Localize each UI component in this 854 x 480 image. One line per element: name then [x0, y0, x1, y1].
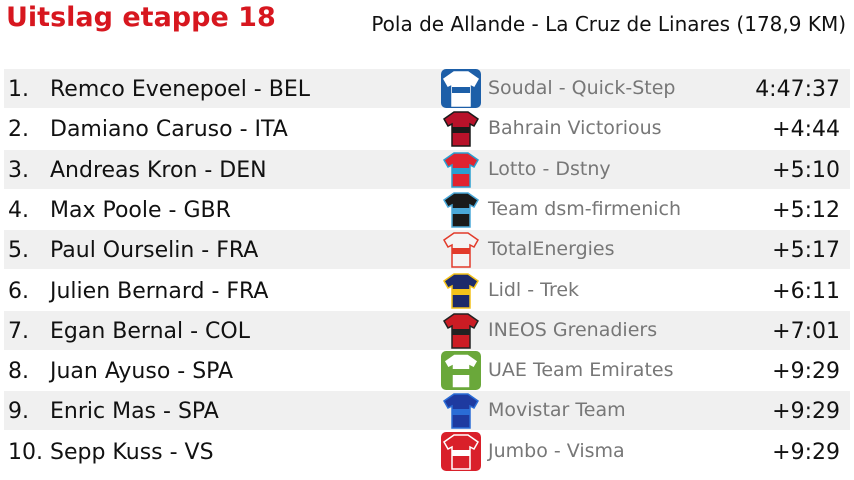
team-jersey	[441, 431, 481, 471]
jersey-stripe	[452, 207, 470, 214]
jersey-stripe	[452, 449, 470, 456]
rank: 1.	[8, 77, 29, 102]
result-row: 7. Egan Bernal - COL INEOS Grenadiers +7:01	[4, 310, 850, 350]
result-row: 5. Paul Ourselin - FRA TotalEnergies +5:17	[4, 230, 850, 270]
subtitle: Pola de Allande - La Cruz de Linares (17…	[371, 12, 846, 36]
rank: 6.	[8, 278, 29, 304]
jersey-stripe	[452, 87, 470, 93]
rider: Juan Ayuso - SPA	[50, 359, 234, 385]
rank: 5.	[8, 238, 29, 264]
team: INEOS Grenadiers	[488, 318, 658, 341]
result-row: 1. Remco Evenepoel - BEL Soudal - Quick-St…	[4, 69, 850, 108]
team-jersey	[441, 351, 481, 391]
team: Soudal - Quick-Step	[488, 77, 676, 99]
rider: Remco Evenepoel - BEL	[50, 77, 310, 102]
result-row: 3. Andreas Kron - DEN Lotto - Dstny +5:10	[4, 149, 850, 189]
team: TotalEnergies	[488, 238, 615, 261]
rider: Damiano Caruso - ITA	[50, 117, 288, 143]
time: +4:44	[772, 117, 840, 143]
rider: Egan Bernal - COL	[50, 318, 250, 344]
jersey-stripe	[452, 288, 470, 295]
rank: 8.	[8, 359, 29, 385]
rank: 10.	[8, 439, 43, 465]
time: +7:01	[772, 318, 840, 344]
team-jersey	[443, 393, 479, 430]
jersey-stripe	[452, 409, 470, 416]
time: +5:12	[772, 197, 840, 223]
rider: Sepp Kuss - VS	[50, 439, 214, 465]
team-jersey	[443, 272, 479, 309]
title: Uitslag etappe 18	[6, 2, 276, 33]
result-row: 10. Sepp Kuss - VS Jumbo - Visma +9:29	[4, 431, 850, 471]
team: Team dsm-firmenich	[488, 197, 682, 220]
team-jersey	[443, 151, 479, 188]
rider: Max Poole - GBR	[50, 197, 231, 223]
time: +9:29	[772, 359, 840, 385]
result-row: 6. Julien Bernard - FRA Lidl - Trek +6:11	[4, 271, 850, 310]
jersey-stripe	[452, 369, 470, 376]
time: +9:29	[772, 399, 840, 425]
rank: 2.	[8, 117, 29, 143]
team-jersey	[443, 192, 479, 228]
team: Bahrain Victorious	[488, 117, 662, 140]
jersey-stripe	[452, 127, 470, 134]
rider: Julien Bernard - FRA	[50, 278, 269, 304]
time: +9:29	[772, 439, 840, 465]
team: Lidl - Trek	[488, 278, 580, 301]
rider: Andreas Kron - DEN	[50, 157, 267, 183]
time: +6:11	[772, 278, 840, 304]
rank: 4.	[8, 197, 29, 223]
team-jersey	[443, 313, 479, 349]
time: 4:47:37	[755, 77, 840, 102]
time: +5:17	[772, 238, 840, 264]
result-row: 2. Damiano Caruso - ITA Bahrain Victorious…	[4, 109, 850, 148]
team-jersey	[443, 232, 479, 268]
team: UAE Team Emirates	[488, 359, 674, 382]
team: Movistar Team	[488, 399, 626, 422]
result-row: 9. Enric Mas - SPA Movistar Team +9:29	[4, 391, 850, 431]
rider: Paul Ourselin - FRA	[50, 238, 259, 264]
team-jersey	[443, 111, 479, 148]
result-row: 4. Max Poole - GBR Team dsm-firmenich +5:12	[4, 190, 850, 229]
time: +5:10	[772, 157, 840, 183]
rank: 7.	[8, 318, 29, 344]
rank: 9.	[8, 399, 29, 425]
team-jersey	[441, 69, 481, 108]
team: Jumbo - Visma	[488, 439, 625, 462]
team: Lotto - Dstny	[488, 157, 611, 180]
rider: Enric Mas - SPA	[50, 399, 219, 425]
jersey-stripe	[452, 167, 470, 174]
jersey-stripe	[452, 248, 470, 255]
jersey-stripe	[452, 328, 470, 335]
result-row: 8. Juan Ayuso - SPA UAE Team Emirates +9:29	[4, 351, 850, 391]
rank: 3.	[8, 157, 29, 183]
